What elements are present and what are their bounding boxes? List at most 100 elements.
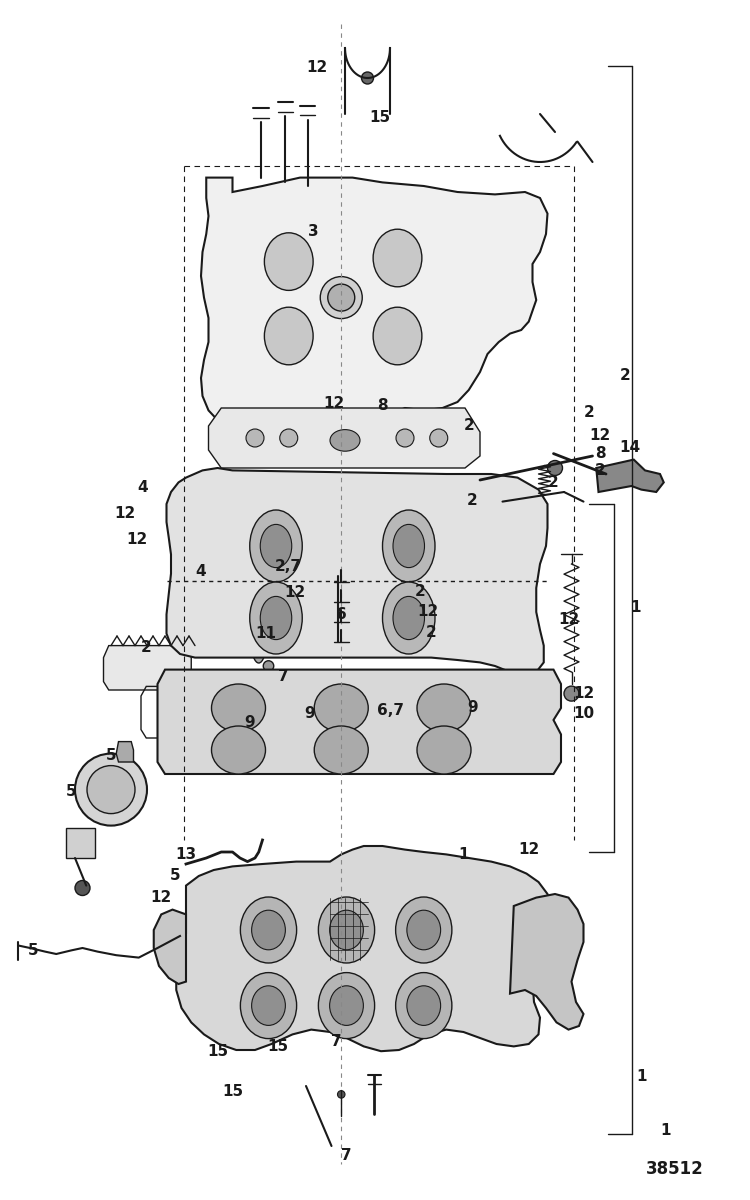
Circle shape	[430, 428, 448, 446]
Text: 2: 2	[426, 625, 436, 640]
Text: 2: 2	[595, 463, 605, 478]
Text: 4: 4	[137, 480, 148, 494]
Ellipse shape	[330, 985, 363, 1025]
Text: 15: 15	[370, 110, 391, 125]
Ellipse shape	[330, 430, 360, 451]
Circle shape	[254, 612, 272, 631]
Ellipse shape	[318, 972, 375, 1038]
Text: 12: 12	[323, 396, 344, 410]
Text: 10: 10	[573, 707, 594, 721]
Polygon shape	[66, 828, 94, 858]
Text: 5: 5	[66, 785, 76, 799]
Text: 6,7: 6,7	[376, 703, 404, 718]
Text: 12: 12	[518, 842, 539, 857]
Text: 8: 8	[595, 446, 605, 461]
Text: 13: 13	[176, 847, 196, 862]
Ellipse shape	[314, 726, 368, 774]
Ellipse shape	[314, 684, 368, 732]
Text: 9: 9	[244, 715, 255, 730]
Text: 12: 12	[307, 60, 328, 74]
Ellipse shape	[382, 582, 435, 654]
Text: 5: 5	[170, 869, 180, 883]
Text: 12: 12	[573, 686, 594, 701]
Text: 2: 2	[415, 584, 425, 599]
Ellipse shape	[393, 524, 424, 568]
Ellipse shape	[250, 582, 302, 654]
Polygon shape	[270, 504, 405, 558]
Circle shape	[362, 72, 374, 84]
Text: 7: 7	[278, 670, 289, 684]
Text: 12: 12	[151, 890, 172, 905]
Ellipse shape	[393, 596, 424, 640]
Ellipse shape	[406, 910, 440, 950]
Circle shape	[328, 284, 355, 311]
Ellipse shape	[417, 726, 471, 774]
Polygon shape	[104, 646, 191, 690]
Ellipse shape	[382, 510, 435, 582]
Circle shape	[75, 754, 147, 826]
Ellipse shape	[395, 972, 451, 1038]
Polygon shape	[201, 178, 548, 434]
Text: 2: 2	[584, 406, 594, 420]
Circle shape	[330, 587, 345, 601]
Text: 4: 4	[196, 564, 206, 578]
Ellipse shape	[330, 910, 363, 950]
Polygon shape	[116, 742, 134, 762]
Polygon shape	[209, 408, 480, 468]
Text: 12: 12	[417, 605, 438, 619]
Text: 2: 2	[141, 641, 152, 655]
Polygon shape	[330, 514, 394, 542]
Ellipse shape	[211, 726, 266, 774]
Ellipse shape	[417, 684, 471, 732]
Text: 6: 6	[336, 607, 346, 622]
Text: 11: 11	[256, 626, 277, 641]
Circle shape	[87, 766, 135, 814]
Text: 15: 15	[222, 1085, 243, 1099]
Text: 2: 2	[620, 368, 630, 383]
Text: 2,7: 2,7	[275, 559, 302, 574]
Ellipse shape	[251, 985, 285, 1025]
Ellipse shape	[318, 898, 375, 962]
Text: 5: 5	[106, 749, 116, 763]
Circle shape	[396, 428, 414, 446]
Ellipse shape	[395, 898, 451, 962]
Ellipse shape	[240, 898, 296, 962]
Text: 2: 2	[467, 493, 478, 508]
Ellipse shape	[240, 972, 296, 1038]
Ellipse shape	[264, 307, 314, 365]
Polygon shape	[154, 910, 186, 984]
Text: 15: 15	[267, 1039, 288, 1054]
Circle shape	[246, 428, 264, 446]
Ellipse shape	[250, 510, 302, 582]
Circle shape	[548, 461, 562, 475]
Text: 9: 9	[467, 701, 478, 715]
Ellipse shape	[260, 596, 292, 640]
Circle shape	[280, 428, 298, 446]
Text: 7: 7	[341, 1148, 352, 1163]
Polygon shape	[596, 460, 664, 492]
Text: 15: 15	[207, 1044, 228, 1058]
Ellipse shape	[264, 233, 314, 290]
Circle shape	[75, 881, 90, 895]
Text: 12: 12	[590, 428, 610, 443]
Circle shape	[320, 276, 362, 318]
Text: 8: 8	[377, 398, 388, 413]
Circle shape	[564, 686, 579, 701]
Text: 1: 1	[660, 1123, 670, 1138]
Ellipse shape	[374, 307, 422, 365]
Text: 14: 14	[620, 440, 640, 455]
Polygon shape	[166, 468, 548, 674]
Text: 38512: 38512	[646, 1159, 704, 1177]
Text: 1: 1	[631, 600, 641, 614]
Ellipse shape	[251, 622, 266, 662]
Polygon shape	[510, 894, 584, 1030]
Ellipse shape	[406, 985, 440, 1025]
Text: 9: 9	[304, 707, 315, 721]
Text: 5: 5	[28, 943, 38, 958]
Text: 12: 12	[558, 612, 579, 626]
Text: 12: 12	[127, 533, 148, 547]
Text: 7: 7	[331, 1034, 341, 1049]
Circle shape	[275, 630, 287, 642]
Text: 1: 1	[636, 1069, 646, 1084]
Ellipse shape	[251, 910, 285, 950]
